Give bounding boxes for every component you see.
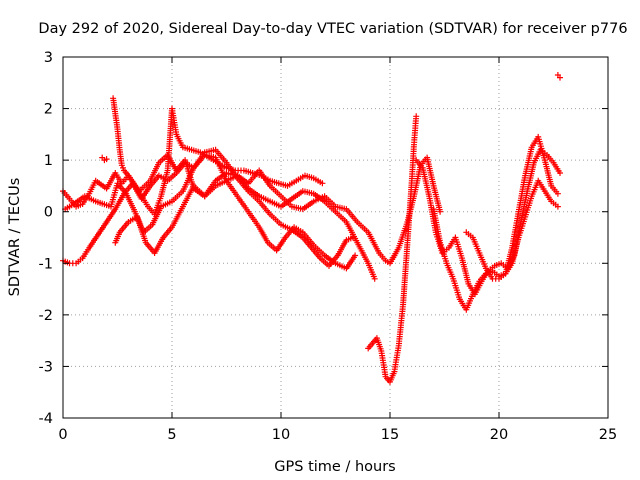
x-axis-label: GPS time / hours [274,459,395,475]
series-markers [365,113,420,385]
axis-ticks: 0 5 10 15 20 25 -4 -3 -2 -1 0 1 2 3 [39,50,618,443]
x-tick-label: 15 [381,427,399,443]
y-tick-label: 1 [44,153,53,169]
x-tick-label: 25 [599,427,617,443]
y-tick-label: -1 [39,256,53,272]
y-tick-label: 2 [44,102,53,118]
plot-frame [62,56,609,419]
series-track-9 [463,177,561,282]
series-track-5 [112,170,378,282]
y-tick-label: -4 [39,411,53,427]
x-tick-label: 5 [167,427,176,443]
series-track-6 [365,113,420,385]
series-markers [463,177,561,282]
series-track-10 [99,72,563,164]
y-tick-label: 0 [44,205,53,221]
y-axis-label: SDTVAR / TECUs [7,178,23,297]
data-points [60,72,563,385]
x-tick-label: 20 [490,427,508,443]
y-tick-label: 3 [44,50,53,66]
series-markers [110,95,326,218]
series-markers [99,72,563,164]
y-tick-label: -3 [39,359,53,375]
series-markers [112,170,378,282]
y-tick-label: -2 [39,308,53,324]
series-track-4 [110,95,326,218]
x-tick-label: 10 [272,427,290,443]
chart-title: Day 292 of 2020, Sidereal Day-to-day VTE… [38,21,627,37]
x-tick-label: 0 [58,427,67,443]
